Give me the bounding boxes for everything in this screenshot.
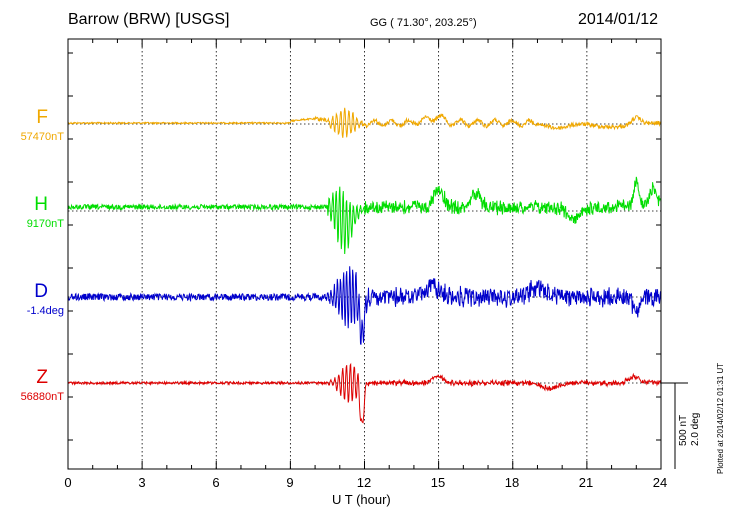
series-label-d: D — [34, 281, 48, 302]
x-tick-label: 15 — [430, 475, 446, 490]
series-trace-h — [67, 176, 662, 255]
series-baseline-d: -1.4deg — [26, 305, 64, 317]
scale-bar — [661, 382, 688, 469]
tick-marks — [67, 39, 662, 469]
series-label-z: Z — [36, 367, 48, 388]
x-tick-label: 18 — [504, 475, 520, 490]
x-tick-label: 0 — [64, 475, 72, 490]
series-baseline-z: 56880nT — [20, 391, 64, 403]
x-tick-label: 3 — [138, 475, 146, 490]
series-trace-f — [67, 107, 662, 138]
series-baseline-f: 57470nT — [20, 131, 64, 143]
geographic-coordinates: GG ( 71.30°, 203.25°) — [370, 17, 477, 29]
series-trace-z — [67, 362, 662, 424]
station-title: Barrow (BRW) [USGS] — [68, 11, 230, 28]
series-label-f: F — [36, 107, 48, 128]
x-tick-label: 6 — [212, 475, 220, 490]
traces — [67, 107, 662, 424]
series-label-h: H — [34, 194, 48, 215]
series-trace-d — [67, 266, 662, 345]
x-axis-label: U T (hour) — [332, 492, 391, 507]
x-tick-label: 21 — [578, 475, 594, 490]
x-tick-label: 9 — [286, 475, 294, 490]
series-baseline-h: 9170nT — [26, 218, 64, 230]
x-tick-label: 12 — [356, 475, 372, 490]
plot-date: 2014/01/12 — [578, 11, 659, 28]
x-tick-label: 24 — [652, 475, 668, 490]
